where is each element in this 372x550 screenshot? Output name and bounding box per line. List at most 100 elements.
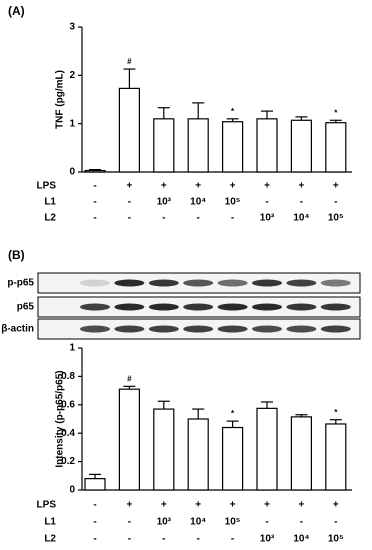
blot-band: [217, 279, 248, 287]
treatment-value: -: [128, 534, 131, 545]
blot-band: [148, 279, 179, 287]
annotation: #: [127, 374, 132, 383]
treatment-value: +: [298, 500, 304, 511]
treatment-value: -: [93, 517, 96, 528]
y-tick-label: 3: [69, 22, 75, 33]
bar: [118, 87, 141, 173]
blot-label: β-actin: [1, 324, 34, 335]
treatment-value: 10⁴: [293, 534, 309, 545]
y-tick-label: 2: [69, 70, 75, 81]
treatment-name: L1: [44, 517, 56, 528]
bar: [222, 121, 244, 173]
y-tick-label: 0.8: [61, 371, 75, 382]
treatment-value: +: [195, 181, 201, 192]
treatment-name: L2: [44, 534, 56, 545]
treatment-value: -: [300, 197, 303, 208]
bar: [256, 118, 278, 173]
blot-band: [183, 279, 214, 287]
bar: [153, 408, 175, 491]
treatment-value: -: [93, 534, 96, 545]
bar: [325, 122, 347, 173]
treatment-value: 10⁵: [225, 517, 241, 528]
treatment-value: +: [126, 181, 132, 192]
treatment-value: -: [334, 517, 337, 528]
bar: [84, 169, 106, 173]
bar: [290, 416, 312, 491]
treatment-value: +: [230, 500, 236, 511]
treatment-value: +: [161, 500, 167, 511]
bar: [222, 426, 244, 491]
blot-band: [80, 303, 110, 311]
treatment-value: -: [197, 213, 200, 224]
treatment-value: -: [128, 517, 131, 528]
blot-band: [114, 303, 145, 311]
blot-band: [114, 325, 145, 333]
blot-band: [252, 303, 282, 311]
treatment-value: -: [93, 213, 96, 224]
treatment-value: -: [300, 517, 303, 528]
blot-label: p65: [17, 302, 35, 313]
treatment-value: +: [264, 181, 270, 192]
blot-band: [148, 325, 179, 333]
y-tick-label: 0.4: [61, 428, 75, 439]
treatment-value: +: [333, 181, 339, 192]
bar: [325, 423, 347, 491]
treatment-name: LPS: [37, 500, 57, 511]
treatment-value: 10⁴: [293, 213, 309, 224]
treatment-value: -: [93, 181, 96, 192]
annotation: *: [231, 409, 235, 418]
annotation: #: [127, 57, 132, 66]
treatment-value: 10³: [260, 213, 275, 224]
treatment-value: -: [265, 197, 268, 208]
blot-band: [286, 279, 317, 287]
y-tick-label: 0: [69, 167, 75, 178]
y-tick-label: 1: [69, 118, 75, 129]
blot-band: [80, 325, 110, 333]
treatment-value: -: [128, 197, 131, 208]
blot-band: [217, 303, 248, 311]
panel-label: (A): [8, 4, 25, 18]
blot-band: [183, 325, 214, 333]
blot-band: [320, 303, 351, 311]
treatment-value: +: [230, 181, 236, 192]
y-axis-label: Intensity (p-p65/p65): [55, 370, 66, 467]
treatment-value: -: [334, 197, 337, 208]
treatment-value: +: [264, 500, 270, 511]
bar: [187, 418, 209, 491]
blot-band: [286, 303, 317, 311]
blot-band: [80, 279, 110, 287]
treatment-value: +: [298, 181, 304, 192]
treatment-value: +: [195, 500, 201, 511]
treatment-value: 10⁵: [328, 534, 344, 545]
treatment-name: L1: [44, 197, 56, 208]
blot-band: [252, 279, 282, 287]
treatment-value: 10³: [260, 534, 275, 545]
treatment-value: -: [93, 197, 96, 208]
treatment-name: L2: [44, 213, 56, 224]
treatment-value: +: [126, 500, 132, 511]
treatment-value: 10³: [157, 517, 172, 528]
treatment-value: -: [265, 517, 268, 528]
treatment-value: 10⁵: [328, 213, 344, 224]
blot-band: [252, 325, 282, 333]
bar: [84, 478, 106, 491]
bar: [153, 118, 175, 173]
blot-band: [217, 325, 248, 333]
y-tick-label: 1: [69, 343, 75, 354]
treatment-value: 10³: [157, 197, 172, 208]
blot-band: [320, 279, 351, 287]
treatment-value: -: [128, 213, 131, 224]
blot-label: p-p65: [7, 278, 34, 289]
y-tick-label: 0.2: [61, 456, 75, 467]
annotation: *: [334, 408, 338, 417]
treatment-value: -: [93, 500, 96, 511]
y-axis-label: TNF (pg/mL): [55, 70, 66, 129]
treatment-value: 10⁵: [225, 197, 241, 208]
treatment-value: 10⁴: [190, 517, 206, 528]
treatment-value: -: [231, 213, 234, 224]
blot-band: [114, 279, 145, 287]
treatment-value: -: [162, 213, 165, 224]
blot-band: [286, 325, 317, 333]
blot-band: [148, 303, 179, 311]
